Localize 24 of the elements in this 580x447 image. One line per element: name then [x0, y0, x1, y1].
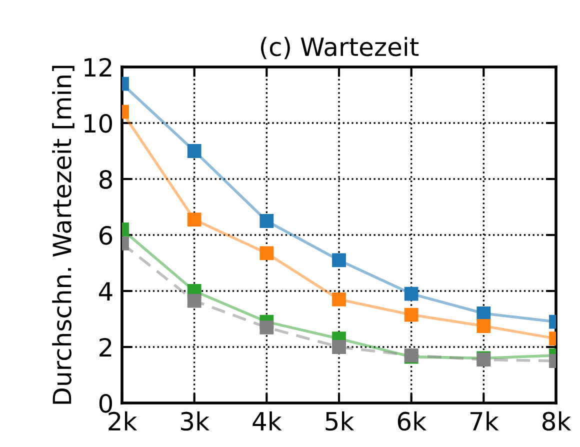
y-axis-title: Durchschn. Wartezeit [min] [52, 66, 74, 404]
y-tick-label: 4 [98, 282, 112, 300]
point [260, 246, 274, 260]
x-tick-label: 2k [108, 411, 138, 430]
x-tick-label: 7k [470, 411, 499, 430]
chart-title: (c) Wartezeit [260, 36, 419, 60]
point [332, 253, 346, 268]
y-tick-label: 6 [100, 226, 112, 245]
x-tick-label: 6k [398, 411, 426, 431]
y-tick-label: 10 [84, 114, 112, 133]
point [332, 340, 346, 354]
point [332, 292, 346, 306]
x-tick-label: 3k [181, 411, 210, 431]
x-tick-label: 4k [252, 411, 282, 430]
y-tick-label: 2 [100, 338, 112, 356]
y-tick-label: 12 [84, 58, 112, 76]
y-tick-label: 0 [99, 394, 112, 413]
point [404, 286, 418, 301]
point [260, 320, 274, 334]
point [404, 308, 418, 322]
y-tick-label: 8 [99, 170, 112, 189]
point [260, 214, 274, 228]
x-tick-label: 5k [326, 411, 354, 431]
x-tick-label: 8k [542, 411, 572, 431]
